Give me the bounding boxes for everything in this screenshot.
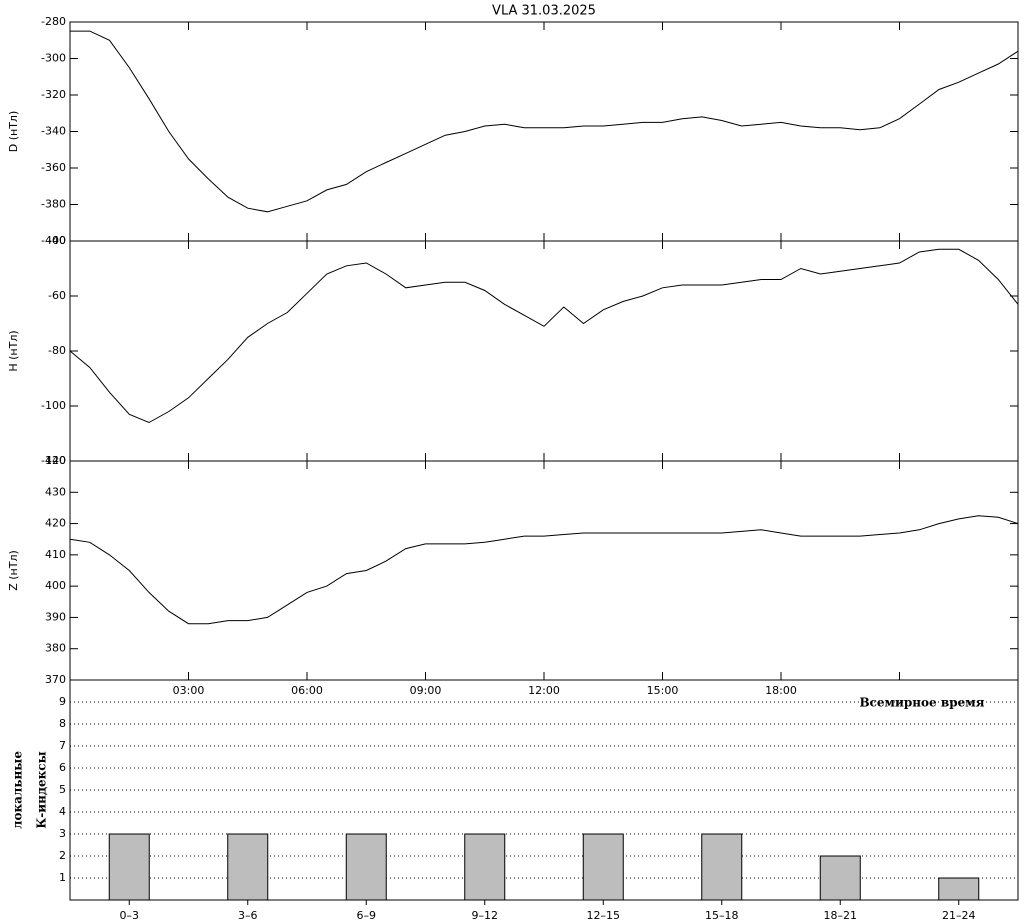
y-tick-label: -100 [41, 399, 66, 412]
bar [108, 833, 150, 901]
y-tick-label: 9 [59, 695, 66, 708]
y-tick-label: 420 [45, 517, 66, 530]
y-tick-label: 2 [59, 849, 66, 862]
y-tick-label: 390 [45, 610, 66, 623]
y-tick-label: 6 [59, 761, 66, 774]
y-axis-label: локальные [11, 751, 25, 829]
plot-frame [69, 240, 1019, 462]
y-tick-label: 430 [45, 485, 66, 498]
y-axis-label: D (нТл) [7, 111, 20, 153]
y-tick-label: 400 [45, 579, 66, 592]
y-tick-label: 5 [59, 783, 66, 796]
y-tick-label: 410 [45, 548, 66, 561]
y-tick-label: 3 [59, 827, 66, 840]
y-tick-label: -80 [48, 344, 66, 357]
x-tick-label: 15:00 [647, 684, 679, 697]
y-tick-label: -120 [41, 454, 66, 467]
plot-frame [69, 21, 1019, 242]
y-axis-label: Z (нТл) [7, 550, 20, 591]
y-tick-label: -360 [41, 161, 66, 174]
plot-frame [69, 679, 1019, 901]
y-tick-label: -40 [48, 234, 66, 247]
y-axis-label: H (нТл) [7, 330, 20, 371]
bar [819, 855, 861, 901]
bar [701, 833, 743, 901]
y-tick-label: 440 [45, 454, 66, 467]
data-line [70, 30, 1019, 213]
x-tick-label: 18:00 [765, 684, 797, 697]
data-line [69, 248, 1019, 424]
bar [345, 833, 387, 901]
x-tick-label: 21–24 [942, 909, 976, 921]
x-tick-label: 09:00 [410, 684, 442, 697]
y-tick-label: 8 [59, 717, 66, 730]
y-tick-label: -320 [41, 88, 66, 101]
y-axis-label: К-индексы [35, 751, 49, 828]
y-tick-label: 370 [45, 673, 66, 686]
x-tick-label: 9–12 [472, 909, 499, 921]
y-tick-label: 380 [45, 642, 66, 655]
y-tick-label: -380 [41, 198, 66, 211]
bar [464, 833, 506, 901]
y-tick-label: -60 [48, 289, 66, 302]
y-tick-label: -280 [41, 15, 66, 28]
x-tick-label: 12:00 [528, 684, 560, 697]
x-tick-label: 6–9 [357, 909, 377, 921]
x-tick-label: 12–15 [587, 909, 621, 921]
x-tick-label: 3–6 [238, 909, 258, 921]
y-tick-label: 4 [59, 805, 66, 818]
y-tick-label: -340 [41, 125, 66, 138]
y-tick-label: -400 [41, 234, 66, 247]
x-tick-label: 06:00 [291, 684, 323, 697]
x-tick-label: 18–21 [824, 909, 858, 921]
bar [582, 833, 624, 901]
bar [938, 877, 980, 901]
plot-frame [69, 460, 1019, 681]
y-tick-label: 1 [59, 871, 66, 884]
chart-title: VLA 31.03.2025 [492, 4, 596, 19]
x-tick-label: 03:00 [173, 684, 205, 697]
bar [227, 833, 269, 901]
y-tick-label: 7 [59, 739, 66, 752]
x-tick-label: 0–3 [120, 909, 140, 921]
y-tick-label: -300 [41, 52, 66, 65]
data-line [69, 515, 1019, 625]
x-tick-label: 15–18 [705, 909, 739, 921]
